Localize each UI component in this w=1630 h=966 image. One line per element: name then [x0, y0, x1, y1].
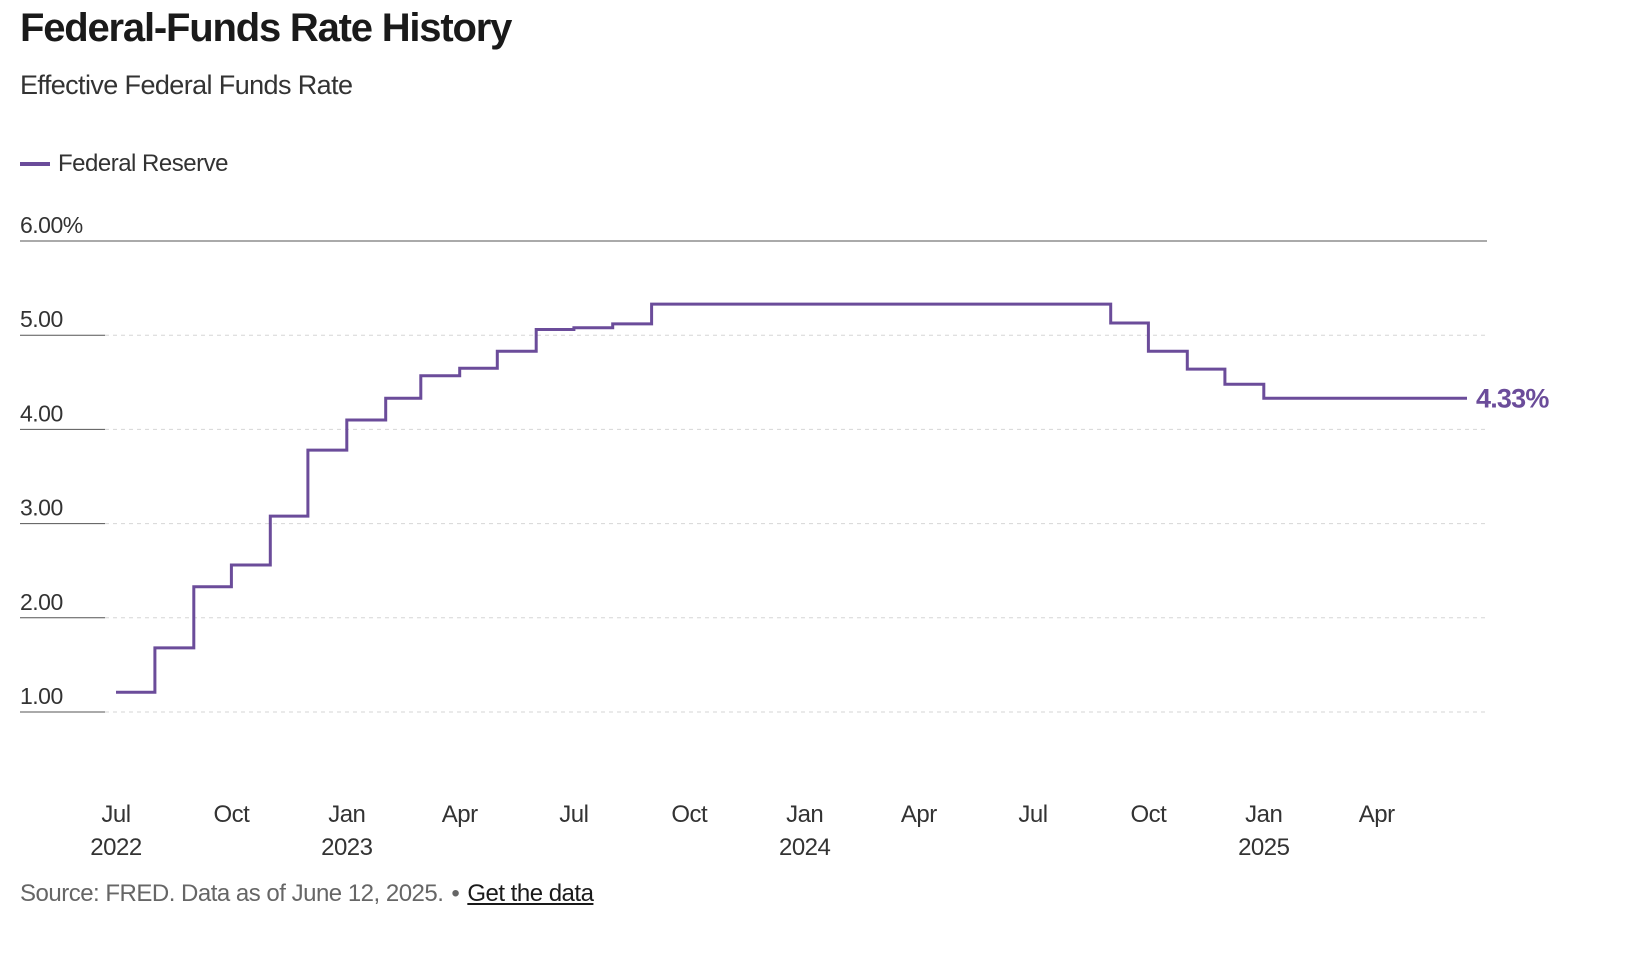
series-layer: 4.33% [116, 302, 1550, 694]
chart-subtitle: Effective Federal Funds Rate [20, 70, 353, 100]
end-value-label: 4.33% [1476, 383, 1549, 413]
y-tick-label: 4.00 [20, 400, 63, 426]
x-tick-label: Jan [1245, 801, 1282, 828]
legend-label: Federal Reserve [58, 150, 228, 177]
x-tick-year-label: 2022 [90, 834, 142, 861]
x-tick-label: Apr [1359, 801, 1395, 828]
x-tick-label: Apr [901, 801, 937, 828]
y-tick-label: 1.00 [20, 683, 63, 709]
chart-title: Federal-Funds Rate History [20, 6, 512, 50]
source-note: Source: FRED. Data as of June 12, 2025. [20, 880, 444, 907]
legend-swatch [20, 162, 50, 166]
y-tick-label: 2.00 [20, 589, 63, 615]
x-tick-year-label: 2024 [779, 834, 831, 861]
x-tick-label: Oct [1130, 801, 1167, 828]
x-tick-label: Oct [213, 801, 250, 828]
x-tick-year-label: 2023 [321, 834, 373, 861]
footer: Source: FRED. Data as of June 12, 2025. •… [20, 880, 594, 908]
legend: Federal Reserve [20, 150, 228, 178]
x-tick-label: Jul [1018, 801, 1047, 828]
x-tick-label: Apr [442, 801, 478, 828]
x-axis: Jul 2022 Oct Jan 2023 Apr Jul Oct Jan 2024 Apr Jul O… [90, 801, 1395, 861]
series-line-federal-reserve [116, 302, 1467, 694]
y-tick-label: 3.00 [20, 495, 63, 521]
x-tick-label: Jan [328, 801, 365, 828]
chart-svg: 6.00% 5.00 4.00 3.00 2.00 1.00 Jul 2022 Oct Jan 2… [20, 212, 1550, 861]
y-tick-label: 6.00% [20, 212, 83, 238]
y-axis: 6.00% 5.00 4.00 3.00 2.00 1.00 [20, 212, 83, 709]
x-tick-label: Oct [671, 801, 708, 828]
get-the-data-link[interactable]: Get the data [467, 880, 594, 907]
y-tick-label: 5.00 [20, 306, 63, 332]
grid-layer [20, 240, 1487, 713]
x-tick-year-label: 2025 [1238, 834, 1290, 861]
footer-separator: • [451, 880, 460, 907]
x-tick-label: Jul [101, 801, 130, 828]
x-tick-label: Jul [559, 801, 588, 828]
x-tick-label: Jan [786, 801, 823, 828]
